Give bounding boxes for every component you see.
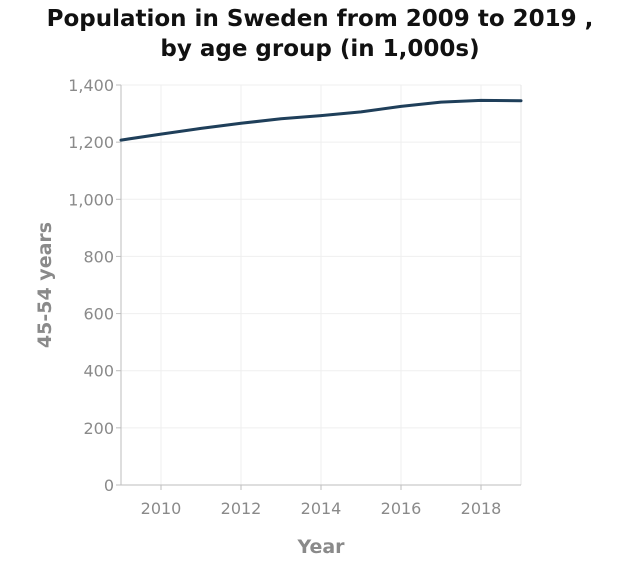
data-point-2009 — [120, 139, 123, 142]
x-axis-title: Year — [296, 536, 345, 558]
x-tick-label-3: 2016 — [381, 499, 422, 518]
y-tick-label-7: 1,400 — [68, 76, 114, 95]
y-tick-label-5: 1,000 — [68, 190, 114, 209]
chart-title: Population in Sweden from 2009 to 2019 ,… — [0, 4, 640, 64]
data-point-2016 — [400, 105, 403, 108]
series-line — [119, 98, 523, 142]
x-tick-label-2: 2014 — [301, 499, 342, 518]
y-tick-label-6: 1,200 — [68, 133, 114, 152]
data-point-2011 — [200, 127, 203, 130]
y-tick-label-2: 400 — [83, 362, 114, 381]
data-point-2015 — [360, 110, 363, 113]
x-tick-label-0: 2010 — [141, 499, 182, 518]
x-tick-label-4: 2018 — [461, 499, 502, 518]
y-tick-label-0: 0 — [104, 476, 114, 495]
data-point-2017 — [440, 101, 443, 104]
x-tick-label-1: 2012 — [221, 499, 262, 518]
chart-title-line-1: Population in Sweden from 2009 to 2019 , — [46, 6, 594, 32]
data-point-2014 — [320, 114, 323, 117]
data-point-2019 — [520, 99, 523, 102]
y-tick-label-3: 600 — [83, 305, 114, 324]
data-point-2012 — [240, 122, 243, 125]
data-point-2013 — [280, 117, 283, 120]
chart-title-line-2: by age group (in 1,000s) — [160, 36, 480, 62]
data-point-2018 — [480, 99, 483, 102]
data-point-2010 — [160, 133, 163, 136]
y-tick-label-1: 200 — [83, 419, 114, 438]
y-tick-label-4: 800 — [83, 247, 114, 266]
y-axis-title: 45-54 years — [34, 222, 56, 348]
